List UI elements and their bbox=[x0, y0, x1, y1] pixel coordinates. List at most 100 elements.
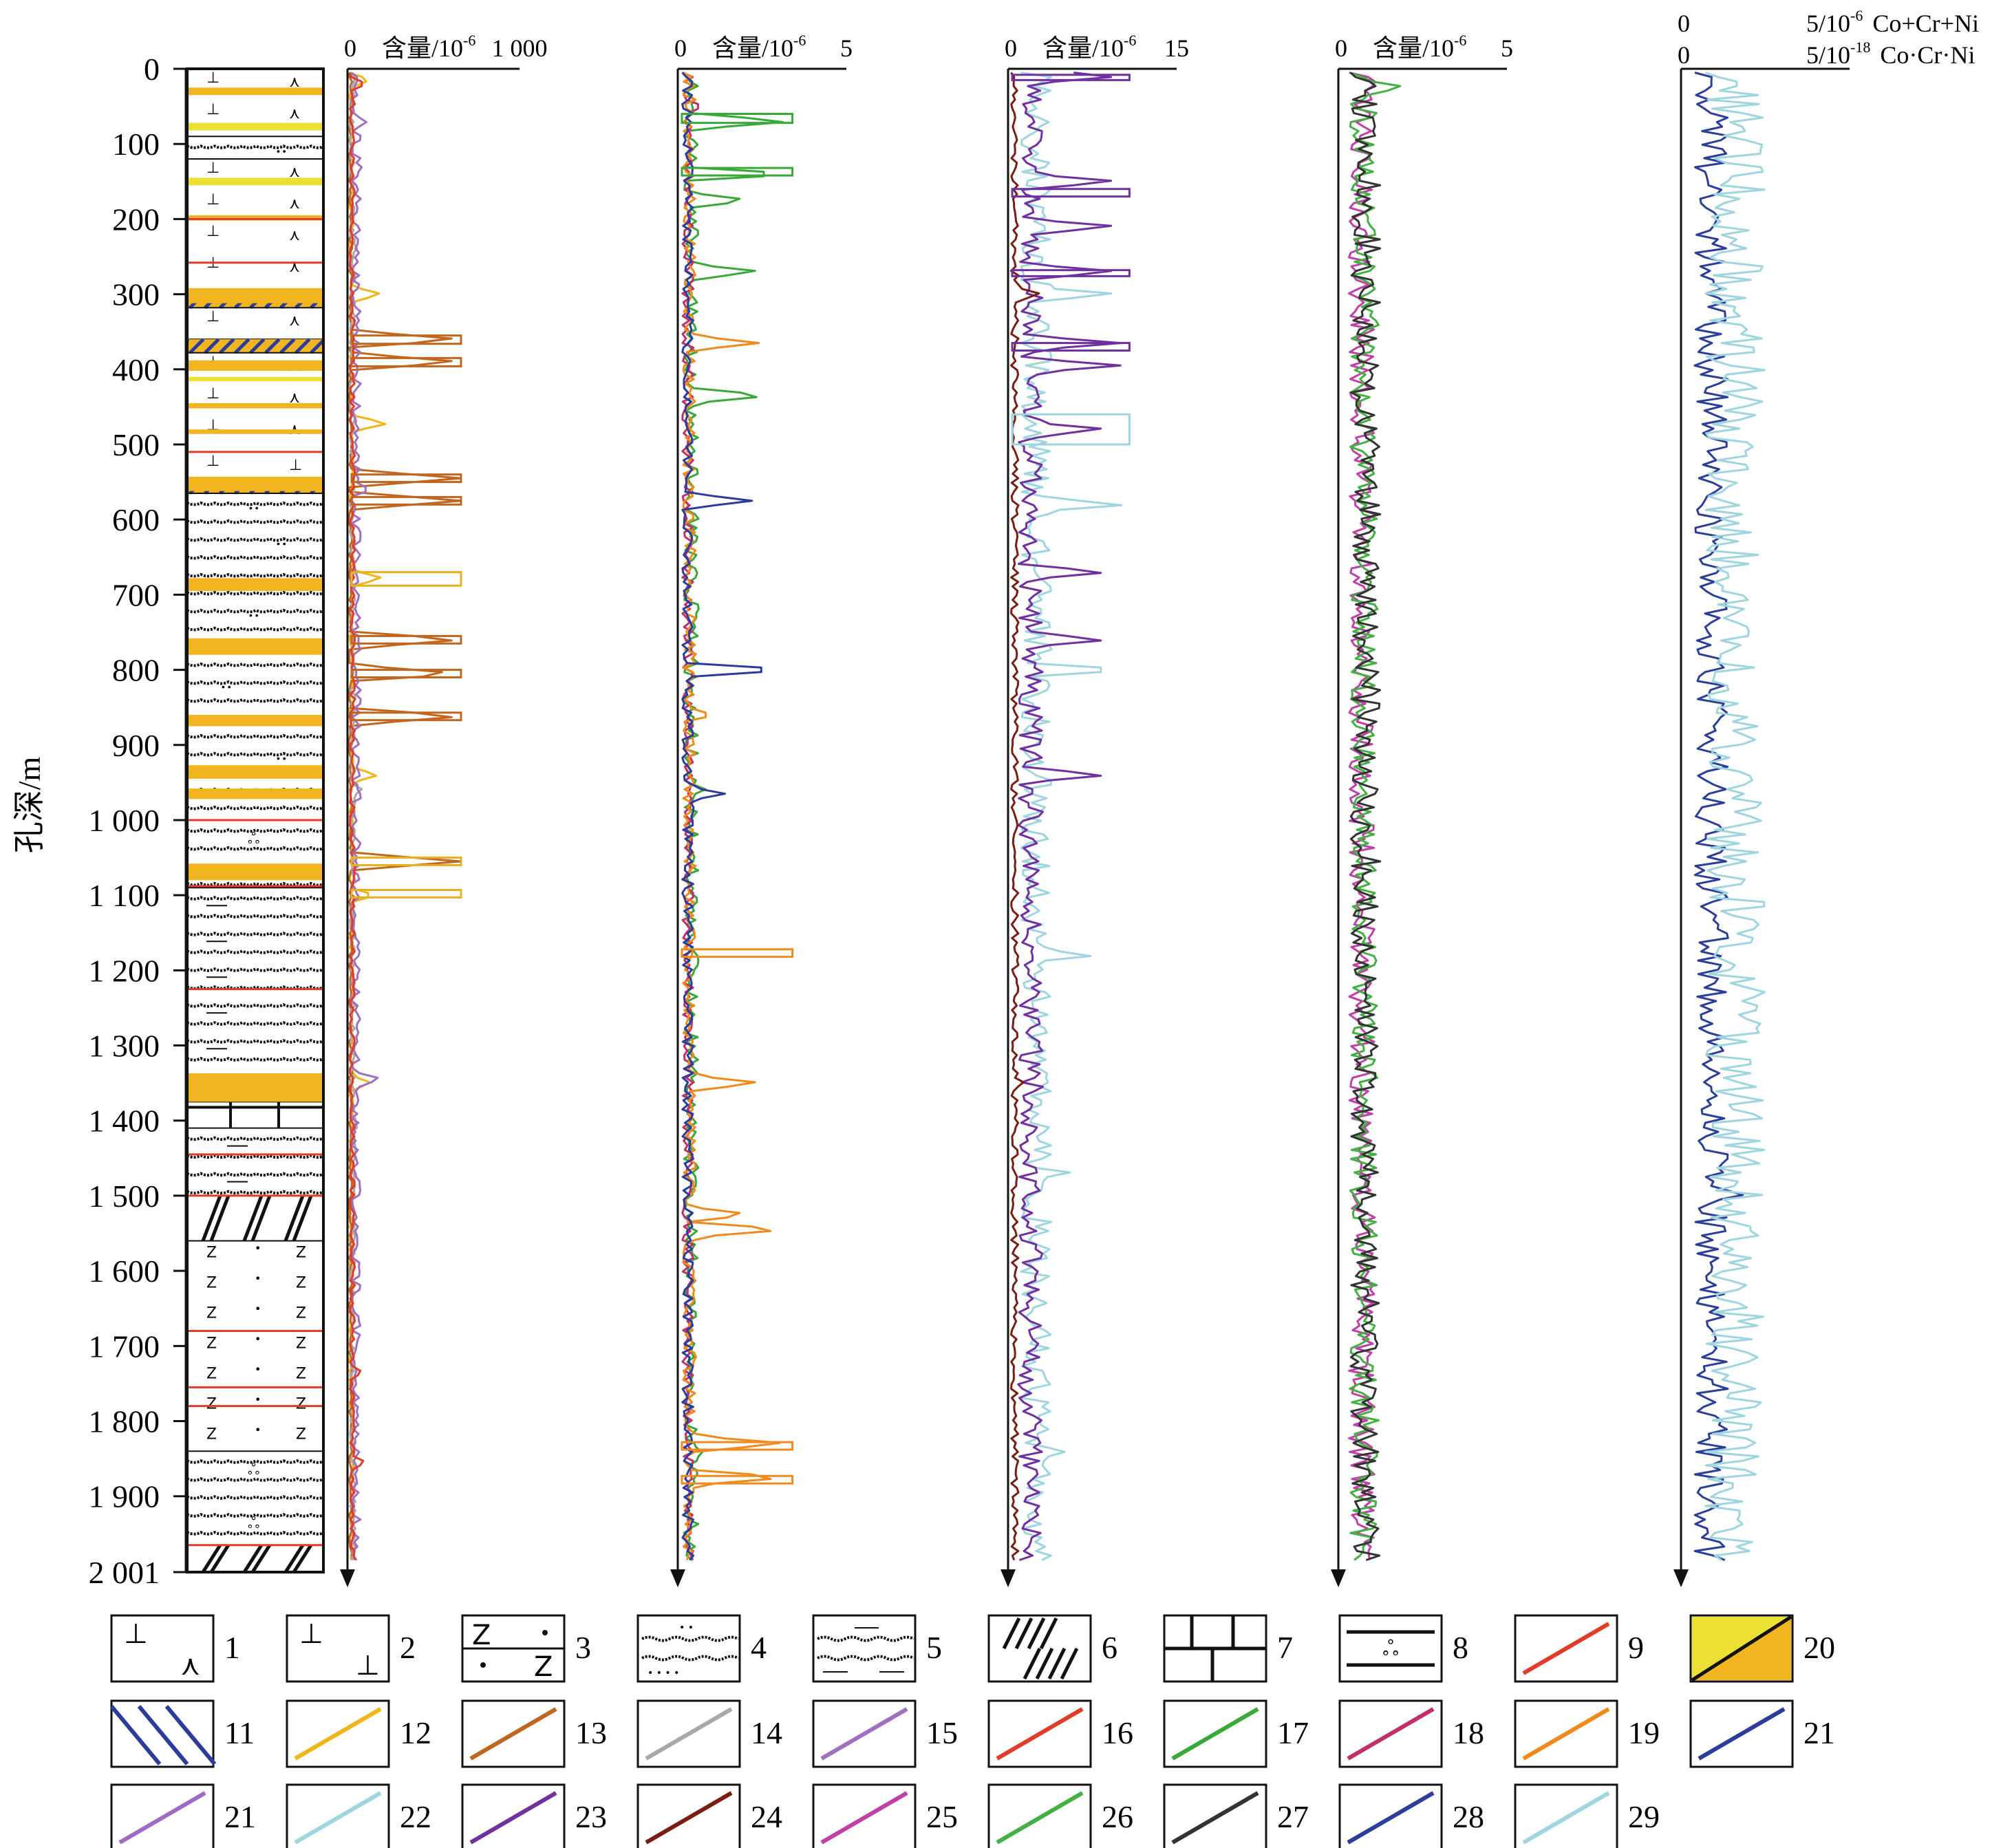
legend-wave bbox=[817, 1655, 914, 1662]
x-tick-label: 5 bbox=[840, 34, 853, 62]
glyph: Z bbox=[206, 1426, 217, 1443]
x2-tick-value: 5/10 bbox=[1806, 41, 1850, 69]
ore-band bbox=[187, 638, 323, 655]
glyph: ⊥ bbox=[206, 191, 220, 208]
ore-band bbox=[187, 122, 323, 131]
ore-band bbox=[187, 402, 323, 409]
x-axis-label: 含量/10-6 bbox=[382, 32, 475, 62]
y-tick-label: 1 500 bbox=[89, 1179, 160, 1214]
depth-arrow bbox=[1331, 1569, 1346, 1587]
peak-box bbox=[350, 711, 462, 722]
legend-swatch-line bbox=[1347, 1791, 1435, 1845]
series-line-26 bbox=[1349, 72, 1402, 1561]
legend-dot bbox=[542, 1630, 548, 1635]
legend-item-9: 9 bbox=[1514, 1614, 1644, 1683]
slash bbox=[201, 1195, 222, 1242]
lith-interval-5 bbox=[187, 895, 323, 1103]
legend-dots: • • bbox=[679, 1622, 694, 1633]
x-axis-label-sup: -6 bbox=[793, 32, 806, 49]
x2-tick-sup: -18 bbox=[1850, 39, 1870, 56]
wavy-line bbox=[187, 680, 323, 685]
x-tick-label: 0 bbox=[1005, 34, 1017, 62]
column-frame bbox=[186, 67, 325, 1573]
legend-number: 3 bbox=[575, 1630, 591, 1665]
legend-number: 22 bbox=[400, 1799, 431, 1834]
legend-item-21: 21 bbox=[110, 1783, 256, 1848]
legend-swatch-line bbox=[1347, 1707, 1435, 1761]
x-axis-label: 含量/10-6 bbox=[1042, 32, 1136, 62]
glyph: • bbox=[255, 1271, 261, 1285]
legend-number: 12 bbox=[400, 1715, 431, 1750]
x-tick-label: 0 bbox=[1678, 10, 1690, 37]
series-line-17 bbox=[683, 72, 784, 1561]
panel-2: 0 5 含量/10-6 bbox=[670, 32, 853, 1587]
legend-swatch-line bbox=[820, 1791, 908, 1845]
wavy-line bbox=[187, 1476, 323, 1482]
ore-band bbox=[187, 765, 323, 779]
legend-item-16: 16 bbox=[987, 1699, 1133, 1768]
peak-box bbox=[350, 571, 462, 587]
glyph: ⋏ bbox=[289, 389, 300, 407]
legend-item-27: 27 bbox=[1163, 1783, 1309, 1848]
legend-wave bbox=[641, 1635, 739, 1642]
legend-fill-diag bbox=[1691, 1615, 1792, 1682]
glyph: Z bbox=[296, 1426, 306, 1443]
panel-1: 0 1 000 含量/10-6 bbox=[340, 32, 548, 1587]
glyph: Z bbox=[206, 1365, 217, 1382]
x2-tick-label: 0 bbox=[1678, 41, 1690, 69]
lith-interval-6 bbox=[187, 1544, 323, 1572]
legend-number: 15 bbox=[926, 1715, 958, 1750]
legend-slash bbox=[1002, 1617, 1021, 1650]
lith-interval-1: ⊥ ⋏ bbox=[187, 308, 323, 341]
glyph: Z bbox=[206, 1274, 217, 1291]
glyph: • bbox=[255, 1302, 261, 1315]
wavy-line bbox=[187, 626, 323, 632]
legend-wave bbox=[641, 1655, 739, 1662]
legend-number: 19 bbox=[1628, 1715, 1660, 1750]
hatch bbox=[160, 480, 173, 493]
legend-swatch-line bbox=[469, 1707, 557, 1761]
swirl: ஃ bbox=[248, 830, 259, 847]
wavy-line bbox=[187, 590, 323, 596]
y-tick-label: 2 001 bbox=[89, 1555, 160, 1590]
lith-interval-3: Z • ZZ • ZZ • ZZ • ZZ • ZZ • ZZ • Z bbox=[187, 1241, 323, 1452]
peak-box bbox=[350, 334, 462, 345]
legend-slash bbox=[1035, 1647, 1054, 1680]
legend-glyph: ⊥ bbox=[356, 1650, 380, 1682]
legend-slash bbox=[1027, 1617, 1046, 1650]
ore-band bbox=[187, 215, 323, 221]
series-line-29 bbox=[1704, 72, 1766, 1561]
ore-band bbox=[187, 715, 323, 727]
glyph: Z bbox=[206, 1304, 217, 1322]
glyph: • bbox=[255, 1362, 261, 1375]
wavy-line bbox=[187, 144, 323, 149]
legend-number: 24 bbox=[751, 1799, 782, 1834]
legend-swatch-frame bbox=[110, 1614, 215, 1683]
wavy-line bbox=[187, 967, 323, 972]
legend-slash bbox=[1014, 1617, 1034, 1650]
wavy-line bbox=[187, 913, 323, 918]
wavy-line bbox=[187, 733, 323, 739]
legend-swatch-line bbox=[1522, 1622, 1610, 1675]
peak-box bbox=[1011, 269, 1131, 277]
x-axis-label-sup: -6 bbox=[1124, 32, 1136, 49]
y-tick-label: 300 bbox=[112, 277, 160, 312]
legend-item-23: 23 bbox=[461, 1783, 607, 1848]
legend-number: 2 bbox=[400, 1630, 416, 1665]
series-line-23 bbox=[1017, 72, 1122, 1561]
glyph: ⊥ bbox=[289, 457, 302, 474]
peak-box bbox=[681, 113, 794, 125]
peak-box bbox=[350, 889, 462, 899]
y-tick-label: 1 400 bbox=[89, 1104, 160, 1139]
wavy-line bbox=[187, 949, 323, 954]
x-axis-label-text: 含量/10 bbox=[712, 34, 793, 62]
series-line-13 bbox=[347, 72, 462, 1560]
legend-glyph: ⋏ bbox=[180, 1650, 200, 1682]
ore-band bbox=[187, 1073, 323, 1102]
x-axis-label: Co+Cr+Ni bbox=[1872, 10, 1979, 37]
ore-band bbox=[187, 376, 323, 382]
legend-item-2: ⊥ ⊥ 2 bbox=[286, 1614, 416, 1683]
legend-slash bbox=[1023, 1647, 1042, 1680]
x-tick-label: 0 bbox=[344, 34, 356, 62]
